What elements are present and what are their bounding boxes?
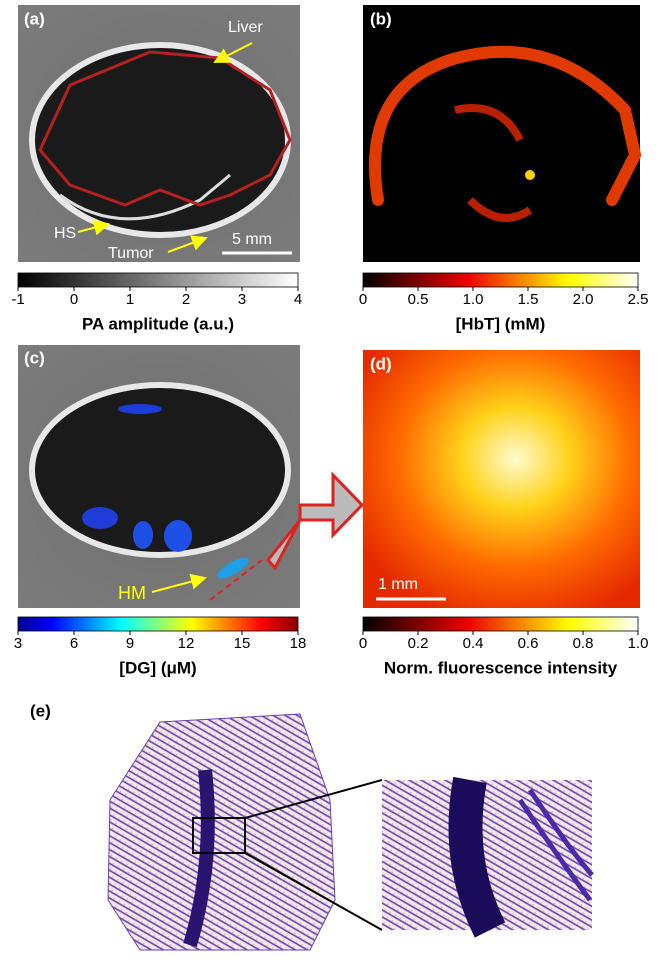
tick-label: 9 xyxy=(126,635,134,652)
dg-blob xyxy=(82,507,118,529)
colorbar-title: [HbT] (mM) xyxy=(456,314,546,333)
tick-label: 2.5 xyxy=(628,291,649,308)
panel-a: (a) Liver HS Tumor 5 mm xyxy=(18,5,300,262)
tick-label: 0.2 xyxy=(408,635,429,652)
colorbar-title: [DG] (μM) xyxy=(119,658,196,677)
tick-label: 0 xyxy=(359,291,367,308)
fluorescence-image xyxy=(363,350,640,608)
dg-blob xyxy=(118,404,162,414)
panel-d: (d) 1 mm xyxy=(363,350,640,608)
annotation: 1 mm xyxy=(378,576,418,593)
tick-label: 1.0 xyxy=(463,291,484,308)
hotspot xyxy=(525,170,535,180)
annotation: HS xyxy=(54,225,76,242)
hbt-image xyxy=(363,5,640,262)
histology-image xyxy=(108,714,335,950)
tick-label: 0 xyxy=(70,291,78,308)
tick-label: -1 xyxy=(11,291,24,308)
tick-label: 0.4 xyxy=(463,635,484,652)
panel-e: (e) xyxy=(30,701,592,950)
dg-blob xyxy=(133,521,153,549)
tick-label: 15 xyxy=(234,635,251,652)
liver-shape xyxy=(32,45,288,235)
colorbar xyxy=(18,617,298,631)
panel-label: (b) xyxy=(370,9,392,28)
colorbar-title: Norm. fluorescence intensity xyxy=(384,658,618,677)
colorbar xyxy=(18,273,298,287)
tick-label: 12 xyxy=(178,635,195,652)
tick-label: 0.8 xyxy=(573,635,594,652)
tick-label: 6 xyxy=(70,635,78,652)
panel-b: (b) xyxy=(363,5,640,262)
tick-label: 0.5 xyxy=(408,291,429,308)
tick-label: 3 xyxy=(14,635,22,652)
panel-label: (e) xyxy=(30,701,51,720)
panel-label: (c) xyxy=(24,348,45,367)
colorbar-title: PA amplitude (a.u.) xyxy=(82,314,234,333)
tick-label: 2.0 xyxy=(573,291,594,308)
annotation: HM xyxy=(118,583,146,603)
tick-label: 2 xyxy=(182,291,190,308)
tick-label: 0.6 xyxy=(518,635,539,652)
panel-c: (c) HM xyxy=(18,345,300,608)
annotation: Tumor xyxy=(108,245,154,262)
panel-label: (d) xyxy=(370,354,392,373)
panel-label: (a) xyxy=(24,9,45,28)
colorbar xyxy=(363,617,638,631)
tick-label: 1.5 xyxy=(518,291,539,308)
dg-blob xyxy=(164,520,192,552)
colorbar xyxy=(363,273,638,287)
tick-label: 3 xyxy=(238,291,246,308)
tick-label: 18 xyxy=(290,635,307,652)
tick-label: 1.0 xyxy=(628,635,649,652)
annotation: Liver xyxy=(228,19,263,36)
figure: (a) Liver HS Tumor 5 mm (b) (c) HM (d) 1… xyxy=(0,0,662,962)
tick-label: 0 xyxy=(359,635,367,652)
tick-label: 4 xyxy=(294,291,302,308)
tick-label: 1 xyxy=(126,291,134,308)
annotation: 5 mm xyxy=(232,231,272,248)
